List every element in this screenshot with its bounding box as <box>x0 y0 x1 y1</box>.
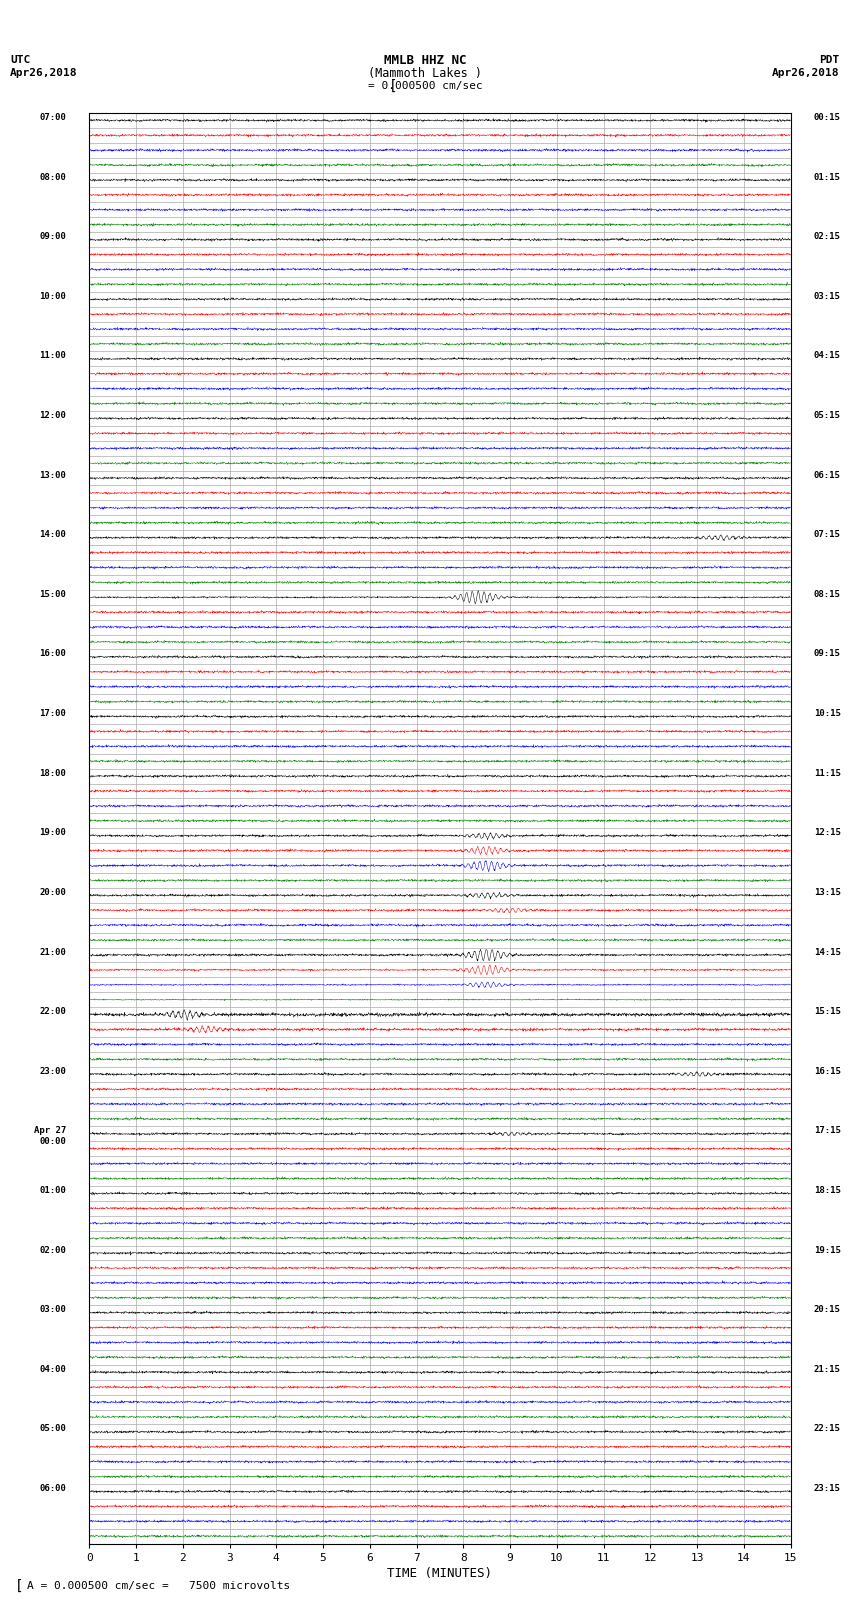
Text: 15:15: 15:15 <box>814 1007 841 1016</box>
Text: 16:00: 16:00 <box>39 650 66 658</box>
Text: 19:00: 19:00 <box>39 829 66 837</box>
Text: 21:00: 21:00 <box>39 947 66 957</box>
Text: 02:15: 02:15 <box>814 232 841 240</box>
Text: 06:00: 06:00 <box>39 1484 66 1494</box>
Text: 09:00: 09:00 <box>39 232 66 240</box>
Text: 19:15: 19:15 <box>814 1245 841 1255</box>
Text: 23:15: 23:15 <box>814 1484 841 1494</box>
Text: 09:15: 09:15 <box>814 650 841 658</box>
Text: Apr26,2018: Apr26,2018 <box>10 68 77 77</box>
Text: 13:15: 13:15 <box>814 887 841 897</box>
Text: 18:15: 18:15 <box>814 1186 841 1195</box>
Text: 07:15: 07:15 <box>814 531 841 539</box>
Text: 10:15: 10:15 <box>814 710 841 718</box>
Text: 01:00: 01:00 <box>39 1186 66 1195</box>
Text: UTC: UTC <box>10 55 31 65</box>
Text: 15:00: 15:00 <box>39 590 66 598</box>
Text: 12:00: 12:00 <box>39 411 66 419</box>
Text: 12:15: 12:15 <box>814 829 841 837</box>
Text: 05:15: 05:15 <box>814 411 841 419</box>
Text: MMLB HHZ NC: MMLB HHZ NC <box>383 53 467 68</box>
Text: 20:15: 20:15 <box>814 1305 841 1315</box>
Text: 03:15: 03:15 <box>814 292 841 300</box>
Text: [: [ <box>389 79 398 94</box>
Text: 08:00: 08:00 <box>39 173 66 182</box>
Text: 20:00: 20:00 <box>39 887 66 897</box>
Text: 03:00: 03:00 <box>39 1305 66 1315</box>
Text: 05:00: 05:00 <box>39 1424 66 1434</box>
Text: 06:15: 06:15 <box>814 471 841 479</box>
Text: (Mammoth Lakes ): (Mammoth Lakes ) <box>368 66 482 81</box>
Text: 10:00: 10:00 <box>39 292 66 300</box>
Text: 16:15: 16:15 <box>814 1066 841 1076</box>
X-axis label: TIME (MINUTES): TIME (MINUTES) <box>388 1566 492 1579</box>
Text: 13:00: 13:00 <box>39 471 66 479</box>
Text: 21:15: 21:15 <box>814 1365 841 1374</box>
Text: 22:00: 22:00 <box>39 1007 66 1016</box>
Text: 00:15: 00:15 <box>814 113 841 123</box>
Text: Apr26,2018: Apr26,2018 <box>773 68 840 77</box>
Text: 04:15: 04:15 <box>814 352 841 360</box>
Text: 04:00: 04:00 <box>39 1365 66 1374</box>
Text: 17:00: 17:00 <box>39 710 66 718</box>
Text: 08:15: 08:15 <box>814 590 841 598</box>
Text: 14:00: 14:00 <box>39 531 66 539</box>
Text: A = 0.000500 cm/sec =   7500 microvolts: A = 0.000500 cm/sec = 7500 microvolts <box>27 1581 291 1590</box>
Text: 18:00: 18:00 <box>39 769 66 777</box>
Text: 11:00: 11:00 <box>39 352 66 360</box>
Text: 17:15: 17:15 <box>814 1126 841 1136</box>
Text: Apr 27
00:00: Apr 27 00:00 <box>34 1126 66 1145</box>
Text: 22:15: 22:15 <box>814 1424 841 1434</box>
Text: PDT: PDT <box>819 55 840 65</box>
Text: 02:00: 02:00 <box>39 1245 66 1255</box>
Text: 14:15: 14:15 <box>814 947 841 957</box>
Text: 11:15: 11:15 <box>814 769 841 777</box>
Text: 01:15: 01:15 <box>814 173 841 182</box>
Text: 23:00: 23:00 <box>39 1066 66 1076</box>
Text: 07:00: 07:00 <box>39 113 66 123</box>
Text: [: [ <box>15 1579 24 1592</box>
Text: = 0.000500 cm/sec: = 0.000500 cm/sec <box>367 81 483 92</box>
